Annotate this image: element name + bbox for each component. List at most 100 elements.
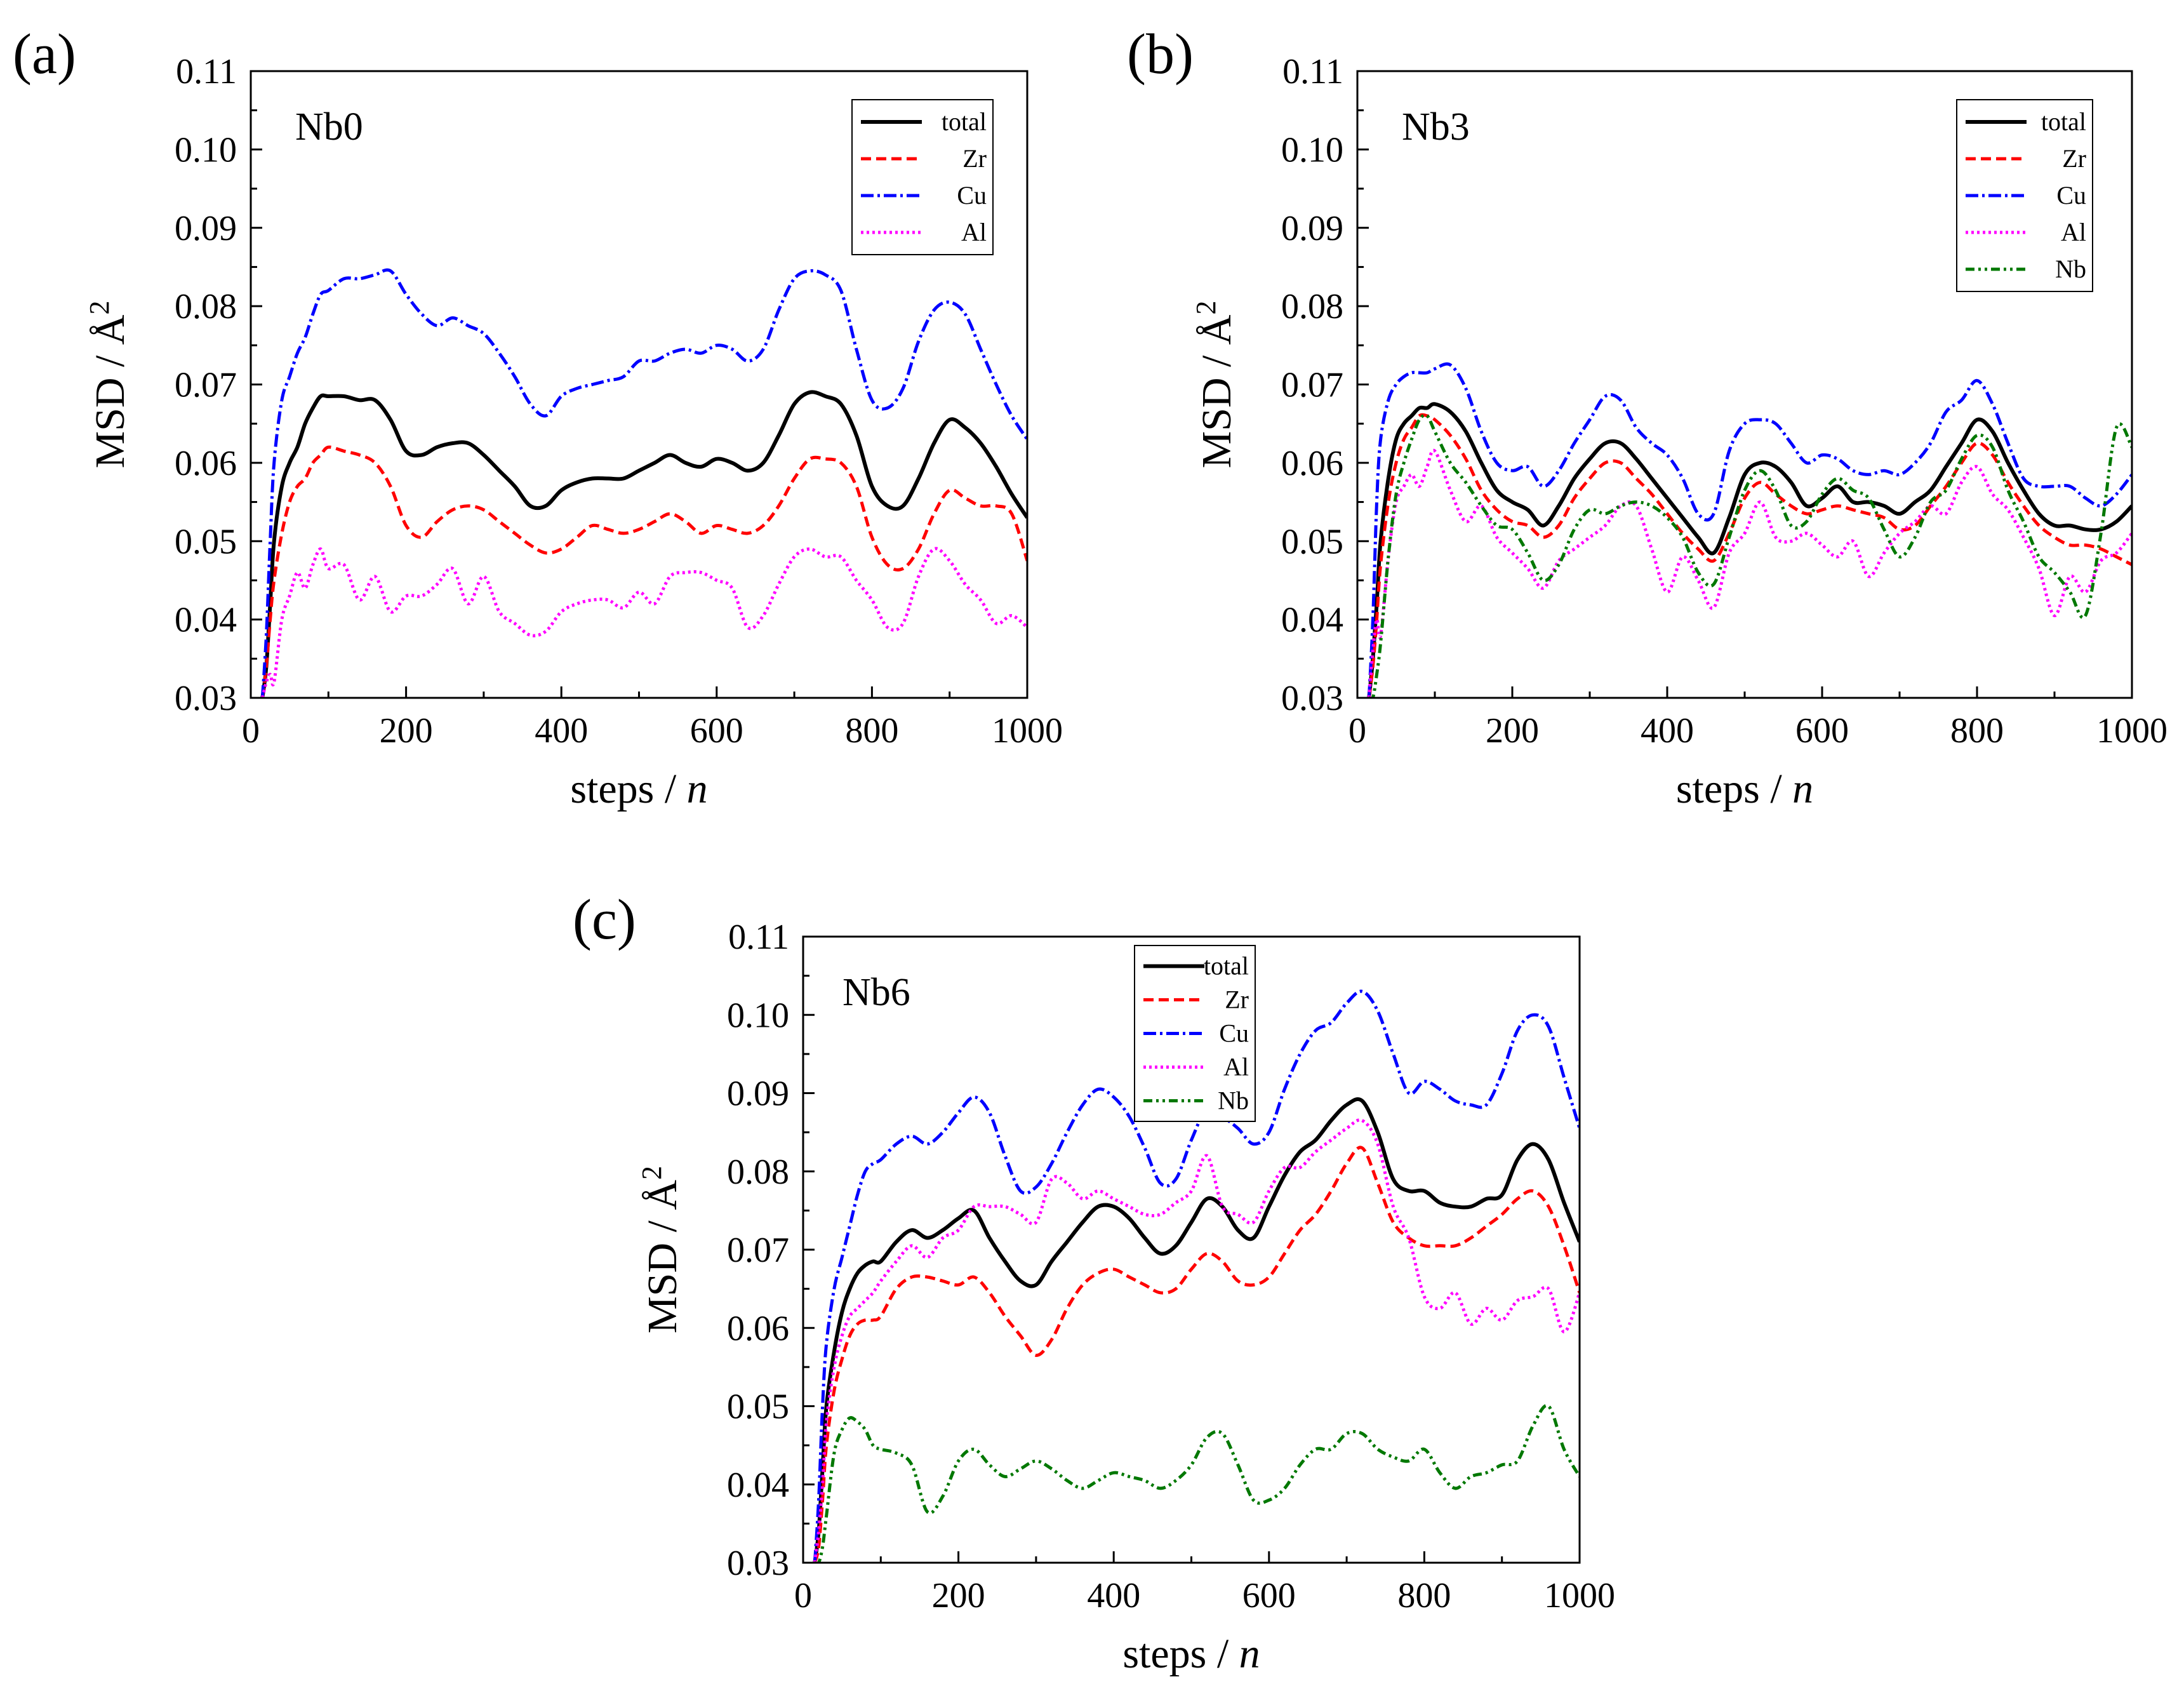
y-axis-title-text: MSD / Å	[639, 1180, 686, 1333]
panel-title: Nb0	[295, 105, 363, 149]
legend-label-total: total	[942, 107, 987, 136]
panel-label: (c)	[573, 888, 636, 951]
x-tick-label: 200	[932, 1576, 985, 1615]
legend-label-cu: Cu	[1219, 1019, 1249, 1048]
series-lines	[260, 268, 1027, 698]
series-lines	[1367, 362, 2132, 698]
y-axis-title-exp: 2	[1190, 300, 1222, 314]
x-tick-label: 1000	[2096, 711, 2167, 751]
y-tick-label: 0.04	[727, 1466, 789, 1505]
series-line-nb	[815, 1403, 1580, 1563]
legend-label-total: total	[1204, 952, 1249, 980]
x-tick-label: 800	[1397, 1576, 1451, 1615]
series-lines	[813, 989, 1580, 1563]
y-axis-title-text: MSD / Å	[87, 314, 133, 468]
x-tick-label: 200	[380, 711, 433, 751]
y-tick-label: 0.10	[1281, 130, 1343, 170]
y-tick-label: 0.08	[727, 1153, 789, 1192]
x-tick-label: 0	[242, 711, 260, 751]
legend-box	[1956, 99, 2093, 292]
series-line-zr	[260, 445, 1027, 698]
x-tick-label: 400	[1087, 1576, 1140, 1615]
series-line-nb	[1369, 413, 2132, 698]
y-tick-label: 0.11	[728, 918, 789, 957]
series-line-al	[1367, 448, 2132, 698]
legend: total Zr Cu Al Nb	[1956, 99, 2093, 292]
y-axis-title-text: MSD / Å	[1194, 314, 1240, 468]
x-axis-title-var: n	[1239, 1631, 1260, 1677]
legend-label-zr: Zr	[962, 144, 987, 173]
series-line-cu	[1367, 362, 2132, 698]
x-tick-label: 600	[690, 711, 743, 751]
y-tick-label: 0.05	[727, 1387, 789, 1427]
legend-label-nb: Nb	[1218, 1086, 1249, 1115]
x-axis-title-text: steps /	[1122, 1631, 1239, 1677]
y-tick-label: 0.10	[727, 996, 789, 1035]
x-axis-title: steps / n	[1122, 1631, 1260, 1677]
panel-label: (b)	[1127, 23, 1194, 86]
y-axis-title: MSD / Å2	[636, 1166, 686, 1333]
y-tick-label: 0.08	[175, 287, 237, 326]
y-axis-title: MSD / Å2	[84, 300, 134, 468]
y-tick-label: 0.09	[727, 1074, 789, 1114]
x-axis-title-var: n	[687, 766, 708, 812]
series-line-al	[813, 1118, 1580, 1563]
x-tick-label: 400	[535, 711, 588, 751]
legend-label-nb: Nb	[2055, 255, 2086, 283]
y-tick-label: 0.06	[175, 444, 237, 483]
legend-label-cu: Cu	[2056, 181, 2086, 210]
legend-label-zr: Zr	[2062, 144, 2086, 173]
legend-label-al: Al	[961, 218, 987, 246]
x-axis-title: steps / n	[1676, 766, 1813, 812]
chart-panel-nb0: (a) 0 200 400 600 800 1000 0.03 0.04 0.05 0.06 0.07…	[13, 23, 1063, 812]
y-tick-label: 0.06	[727, 1309, 789, 1348]
chart-panel-nb6: (c) 0 200 400 600 800 1000 0.03 0.04 0.05 0.06 0.07…	[573, 888, 1615, 1677]
y-axis-title-exp: 2	[636, 1166, 667, 1180]
series-line-total	[813, 1097, 1580, 1563]
x-tick-label: 1000	[1544, 1576, 1615, 1615]
legend-label-al: Al	[2061, 218, 2086, 246]
x-axis-title-text: steps /	[1676, 766, 1792, 812]
y-tick-label: 0.03	[727, 1544, 789, 1583]
series-line-total	[260, 390, 1027, 698]
x-tick-label: 600	[1242, 1576, 1296, 1615]
y-tick-label: 0.07	[1281, 366, 1343, 405]
x-tick-label: 800	[845, 711, 898, 751]
legend-label-al: Al	[1223, 1053, 1249, 1081]
y-tick-label: 0.07	[175, 366, 237, 405]
x-axis-title: steps / n	[570, 766, 707, 812]
y-tick-label: 0.03	[1281, 679, 1343, 718]
panel-label: (a)	[13, 23, 76, 86]
y-tick-label: 0.11	[1282, 52, 1343, 91]
y-tick-label: 0.05	[1281, 522, 1343, 561]
x-tick-label: 200	[1486, 711, 1539, 751]
x-axis-title-text: steps /	[570, 766, 686, 812]
legend-label-zr: Zr	[1225, 986, 1249, 1014]
y-axis-title: MSD / Å2	[1190, 300, 1241, 468]
legend-label-cu: Cu	[957, 181, 987, 210]
series-line-cu	[260, 268, 1027, 698]
y-tick-label: 0.05	[175, 522, 237, 561]
y-tick-label: 0.06	[1281, 444, 1343, 483]
y-tick-label: 0.11	[176, 52, 237, 91]
x-axis-title-var: n	[1792, 766, 1813, 812]
y-tick-label: 0.03	[175, 679, 237, 718]
y-tick-label: 0.04	[175, 601, 237, 640]
y-tick-label: 0.07	[727, 1231, 789, 1270]
y-tick-label: 0.04	[1281, 601, 1343, 640]
panel-title: Nb6	[842, 971, 910, 1014]
y-tick-label: 0.10	[175, 130, 237, 170]
x-tick-label: 1000	[992, 711, 1063, 751]
panel-title: Nb3	[1402, 105, 1470, 149]
series-line-zr	[1367, 413, 2132, 698]
legend-box	[851, 99, 994, 255]
y-tick-label: 0.09	[1281, 209, 1343, 248]
series-line-total	[1367, 402, 2132, 698]
series-line-cu	[813, 989, 1580, 1563]
x-tick-label: 400	[1641, 711, 1694, 751]
y-tick-label: 0.09	[175, 209, 237, 248]
legend-label-total: total	[2041, 107, 2086, 136]
legend: total Zr Cu Al Nb	[1134, 945, 1256, 1122]
x-tick-label: 0	[794, 1576, 812, 1615]
series-line-zr	[813, 1146, 1580, 1563]
